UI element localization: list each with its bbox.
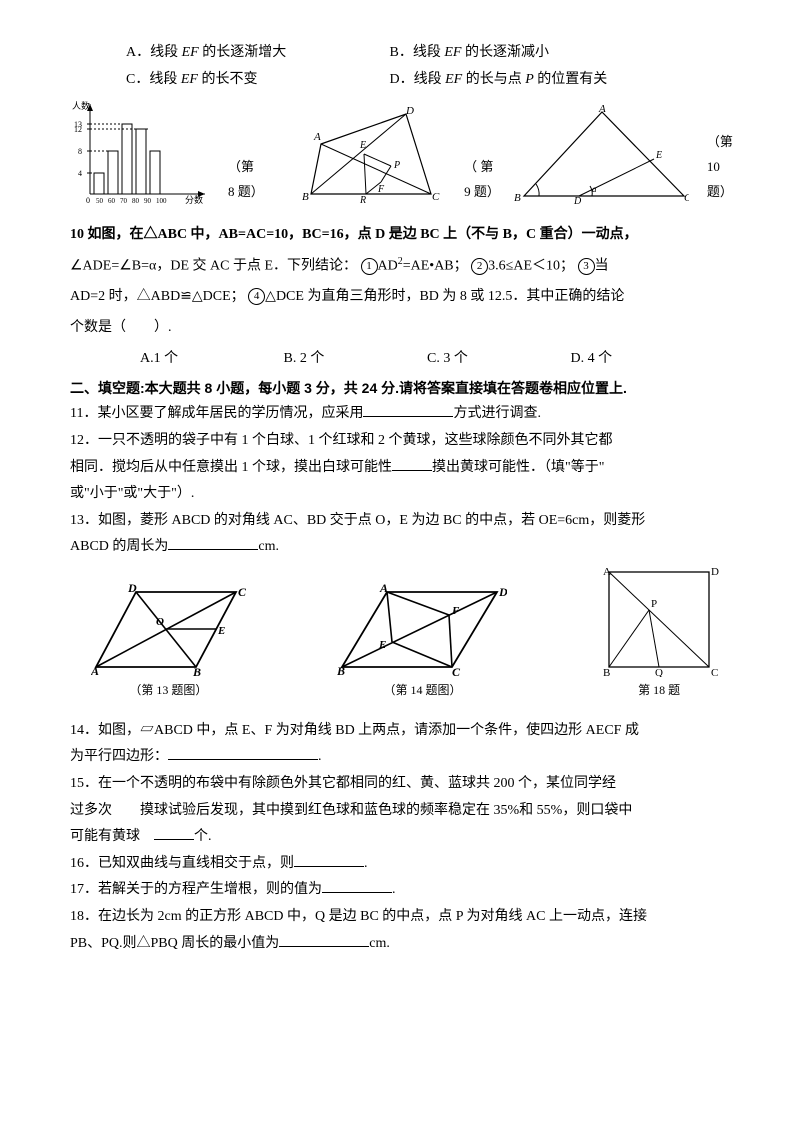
question-12: 12．一只不透明的袋子中有 1 个白球、1 个红球和 2 个黄球，这些球除颜色不…	[70, 428, 740, 508]
blank-17[interactable]	[322, 878, 392, 893]
fig8-label: （第 8 题）	[228, 155, 258, 204]
svg-text:E: E	[217, 625, 225, 637]
q10-opt-b: B. 2 个	[284, 344, 424, 375]
svg-text:60: 60	[108, 197, 116, 204]
svg-text:F: F	[377, 184, 385, 195]
question-16: 16．已知双曲线与直线相交于点，则.	[70, 851, 740, 878]
blank-15[interactable]	[154, 825, 194, 840]
svg-text:50: 50	[96, 197, 104, 204]
fig9-label: （ 第 9 题）	[464, 155, 496, 204]
blank-13[interactable]	[168, 535, 258, 550]
svg-text:70: 70	[120, 197, 128, 204]
y-axis-label: 人数	[72, 100, 90, 111]
svg-text:C: C	[711, 667, 718, 677]
blank-12[interactable]	[392, 456, 432, 471]
question-10: 10 如图，在△ABC 中，AB=AC=10，BC=16，点 D 是边 BC 上…	[70, 220, 740, 375]
x-axis-label: 分数	[185, 194, 203, 204]
svg-text:90: 90	[144, 197, 152, 204]
svg-text:P: P	[393, 160, 400, 171]
blank-18[interactable]	[279, 932, 369, 947]
svg-text:D: D	[711, 567, 719, 578]
svg-text:A: A	[603, 567, 611, 578]
svg-text:E: E	[378, 639, 386, 651]
question-13: 13．如图，菱形 ABCD 的对角线 AC、BD 交于点 O，E 为边 BC 的…	[70, 508, 740, 561]
svg-text:B: B	[514, 192, 521, 204]
prev-options: A．线段 EF 的长逐渐增大 B．线段 EF 的长逐渐减小	[70, 40, 740, 67]
figures-13-14-18: D C A B O E （第 13 题图） A D B C E F （第 14 …	[70, 567, 740, 702]
svg-text:B: B	[192, 665, 201, 677]
svg-text:C: C	[238, 585, 246, 599]
opt-b: B．线段 EF 的长逐渐减小	[390, 40, 549, 67]
svg-text:F: F	[451, 605, 460, 617]
svg-text:B: B	[302, 191, 309, 203]
svg-text:D: D	[405, 105, 414, 117]
svg-text:A: A	[598, 104, 606, 115]
svg-text:100: 100	[156, 197, 167, 204]
opt-c: C．线段 EF 的长不变	[126, 67, 257, 94]
svg-text:D: D	[498, 585, 507, 599]
svg-text:R: R	[359, 195, 366, 204]
svg-text:B: B	[603, 667, 610, 677]
blank-14[interactable]	[168, 745, 318, 760]
prev-options-2: C．线段 EF 的长不变 D．线段 EF 的长与点 P 的位置有关	[70, 67, 740, 94]
svg-text:0: 0	[86, 196, 90, 204]
svg-text:D: D	[573, 196, 582, 204]
svg-text:C: C	[684, 192, 689, 204]
svg-text:B: B	[337, 664, 345, 677]
question-11: 11．某小区要了解成年居民的学历情况，应采用方式进行调查.	[70, 401, 740, 428]
question-15: 15．在一个不透明的布袋中有除颜色外其它都相同的红、黄、蓝球共 200 个，某位…	[70, 771, 740, 851]
question-17: 17．若解关于的方程产生增根，则的值为.	[70, 877, 740, 904]
question-18: 18．在边长为 2cm 的正方形 ABCD 中，Q 是边 BC 的中点，点 P …	[70, 904, 740, 957]
section-2-heading: 二、填空题:本大题共 8 小题，每小题 3 分，共 24 分.请将答案直接填在答…	[70, 375, 740, 402]
opt-a: A．线段 EF 的长逐渐增大	[126, 40, 286, 67]
svg-text:C: C	[432, 191, 440, 203]
blank-11[interactable]	[363, 402, 453, 417]
figure-10: A B C D E a	[514, 104, 689, 204]
svg-text:E: E	[359, 140, 366, 151]
svg-text:4: 4	[78, 169, 82, 178]
blank-16[interactable]	[294, 852, 364, 867]
opt-d: D．线段 EF 的长与点 P 的位置有关	[390, 67, 608, 94]
question-14: 14．如图，▱ABCD 中，点 E、F 为对角线 BD 上两点，请添加一个条件，…	[70, 718, 740, 771]
figures-8-9-10: 人数 分数 13 12 8 4 0 50 60 70	[70, 99, 740, 204]
figure-14: A D B C E F （第 14 题图）	[337, 582, 507, 702]
figure-13: D C A B O E （第 13 题图）	[91, 582, 246, 702]
svg-text:80: 80	[132, 197, 140, 204]
svg-text:A: A	[313, 131, 321, 143]
q10-opt-c: C. 3 个	[427, 344, 567, 375]
svg-text:12: 12	[74, 125, 82, 134]
svg-text:a: a	[592, 184, 597, 194]
svg-text:A: A	[91, 664, 99, 677]
figure-9: A D C B E P F R	[296, 104, 446, 204]
fig10-label: （第 10 题）	[707, 130, 740, 204]
svg-text:C: C	[452, 665, 461, 677]
figure-18: A D B C Q P 第 18 题	[599, 567, 719, 702]
svg-text:A: A	[379, 582, 388, 595]
figure-8: 人数 分数 13 12 8 4 0 50 60 70	[70, 99, 210, 204]
svg-text:E: E	[655, 150, 662, 161]
svg-text:O: O	[156, 616, 164, 628]
q10-opt-a: A.1 个	[140, 344, 280, 375]
q10-opt-d: D. 4 个	[571, 344, 691, 375]
svg-text:D: D	[127, 582, 137, 595]
svg-text:P: P	[651, 598, 657, 610]
svg-text:Q: Q	[655, 667, 663, 677]
svg-text:8: 8	[78, 147, 82, 156]
